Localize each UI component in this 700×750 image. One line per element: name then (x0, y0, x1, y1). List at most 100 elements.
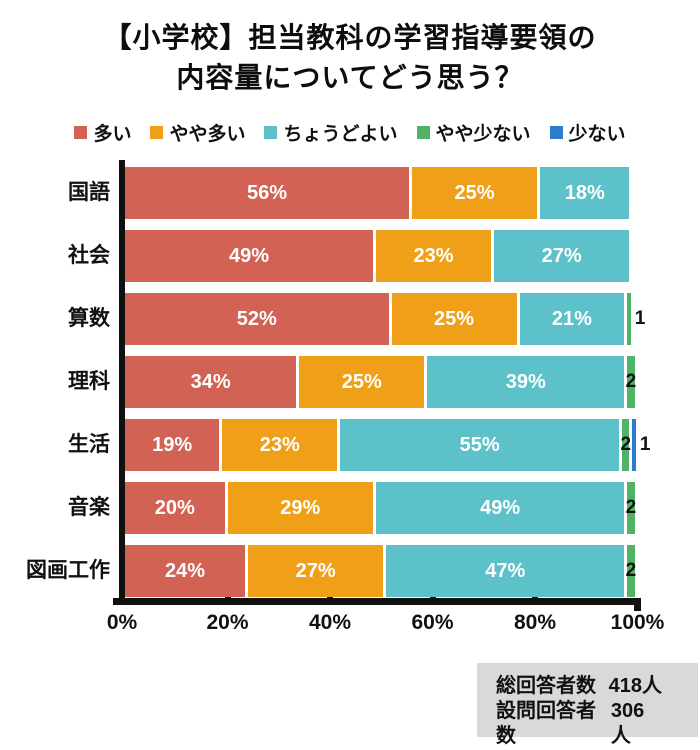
x-tick-label: 80% (513, 611, 557, 634)
x-tick-label: 20% (206, 611, 249, 634)
respondents-total-value: 418人 (608, 675, 662, 697)
category-label: 音楽 (68, 496, 110, 519)
segment-value-label: 34% (190, 370, 231, 393)
x-tick-label: 0% (106, 611, 138, 634)
legend-swatch-icon (74, 126, 88, 139)
bar-segment: 19% (125, 419, 220, 471)
legend-label: やや多い (169, 124, 246, 145)
x-axis-line (113, 598, 641, 605)
segment-value-label: 56% (246, 181, 288, 204)
respondents-total-label: 総回答者数 (496, 675, 596, 697)
bar-segment: 25% (412, 167, 538, 219)
legend-item: ちょうどよい (264, 119, 398, 146)
x-tick-label: 100% (610, 611, 665, 634)
bar-segment: 55% (340, 419, 620, 471)
respondents-box: 総回答者数 418人 設問回答者数 306人 (477, 663, 698, 747)
bar-segment: 52% (125, 293, 389, 345)
bar-segment: 49% (125, 230, 374, 282)
chart-title-line2: 内容量についてどう思う？ (176, 62, 524, 93)
x-tick-label: 60% (411, 611, 454, 634)
bar-segment: 25% (299, 356, 425, 408)
bar-row: 24% 27% 47% 2 (125, 545, 645, 597)
bar-segment: 39% (427, 356, 625, 408)
legend-label: ちょうどよい (283, 124, 398, 145)
segment-value-label-small: 1 (639, 434, 651, 455)
segment-value-label: 25% (434, 307, 475, 330)
legend-item: 多い (74, 119, 131, 146)
segment-value-label: 25% (454, 181, 495, 204)
bar-segment: 49% (376, 482, 625, 534)
bar-segment (627, 545, 635, 597)
bar-segment: 29% (227, 482, 374, 534)
segment-value-label: 18% (564, 181, 605, 204)
bar-segment: 27% (494, 230, 630, 282)
category-label: 理科 (68, 370, 110, 393)
legend-item: やや多い (150, 119, 245, 146)
segment-value-label-small: 2 (620, 434, 632, 455)
bar-segment: 24% (125, 545, 245, 597)
legend-swatch-icon (150, 126, 164, 139)
bar-row: 19% 23% 55% 2 1 (125, 419, 650, 471)
legend-swatch-icon (264, 126, 278, 139)
category-label: 社会 (68, 244, 110, 267)
bar-segment: 56% (125, 167, 409, 219)
legend: 多い やや多い ちょうどよい やや少ない 少ない (0, 119, 700, 146)
segment-value-label: 52% (236, 307, 277, 330)
legend-item: やや少ない (416, 119, 531, 146)
bar-segment: 34% (125, 356, 297, 408)
bar-segment: 20% (125, 482, 225, 534)
chart-title-line1: 【小学校】担当教科の学習指導要領の (103, 22, 597, 53)
segment-value-label: 27% (541, 244, 582, 267)
bar-segment: 25% (391, 293, 517, 345)
respondents-row-total: 総回答者数 418人 (496, 674, 662, 699)
respondents-question-value: 306人 (610, 700, 645, 747)
legend-label: やや少ない (435, 124, 531, 145)
bar-segment: 21% (519, 293, 625, 345)
segment-value-label: 55% (459, 433, 500, 456)
bar-segment: 23% (222, 419, 338, 471)
x-axis-end-tick (634, 598, 641, 611)
bar-row: 56% 25% 18% (125, 167, 645, 219)
segment-value-label-small: 2 (625, 497, 637, 518)
legend-swatch-icon (549, 126, 563, 139)
bar-segment (627, 356, 635, 408)
bar-segment: 18% (540, 167, 630, 219)
bar-segment (622, 419, 630, 471)
category-label: 生活 (68, 433, 110, 456)
segment-value-label: 49% (480, 496, 521, 519)
bar-segment: 23% (376, 230, 491, 282)
y-axis-line (119, 160, 125, 605)
legend-swatch-icon (416, 126, 430, 139)
legend-label: 少ない (568, 124, 626, 145)
bar-segment (627, 293, 631, 345)
segment-value-label: 25% (341, 370, 382, 393)
segment-value-label: 20% (154, 496, 195, 519)
category-label: 図画工作 (26, 559, 110, 582)
x-tick-label: 40% (308, 611, 352, 634)
bar-row: 52% 25% 21% 1 (125, 293, 645, 345)
chart-title: 【小学校】担当教科の学習指導要領の 内容量についてどう思う？ (0, 18, 700, 98)
legend-item: 少ない (549, 119, 626, 146)
respondents-row-question: 設問回答者数 306人 (496, 699, 662, 749)
bar-row: 34% 25% 39% 2 (125, 356, 645, 408)
category-label: 国語 (68, 181, 110, 204)
segment-value-label: 24% (164, 559, 206, 582)
category-label: 算数 (68, 307, 110, 330)
segment-value-label: 39% (505, 370, 546, 393)
segment-value-label-small: 1 (634, 308, 646, 329)
bar-row: 49% 23% 27% (125, 230, 645, 282)
bar-row: 20% 29% 49% 2 (125, 482, 645, 534)
segment-value-label: 23% (259, 433, 300, 456)
segment-value-label-small: 2 (625, 560, 637, 581)
segment-value-label-small: 2 (625, 371, 637, 392)
bar-segment: 27% (248, 545, 384, 597)
segment-value-label: 23% (413, 244, 454, 267)
legend-label: 多い (93, 124, 132, 145)
segment-value-label: 47% (485, 559, 526, 582)
segment-value-label: 21% (551, 307, 592, 330)
segment-value-label: 29% (280, 496, 321, 519)
segment-value-label: 19% (152, 433, 193, 456)
bar-segment: 47% (386, 545, 625, 597)
segment-value-label: 49% (229, 244, 270, 267)
